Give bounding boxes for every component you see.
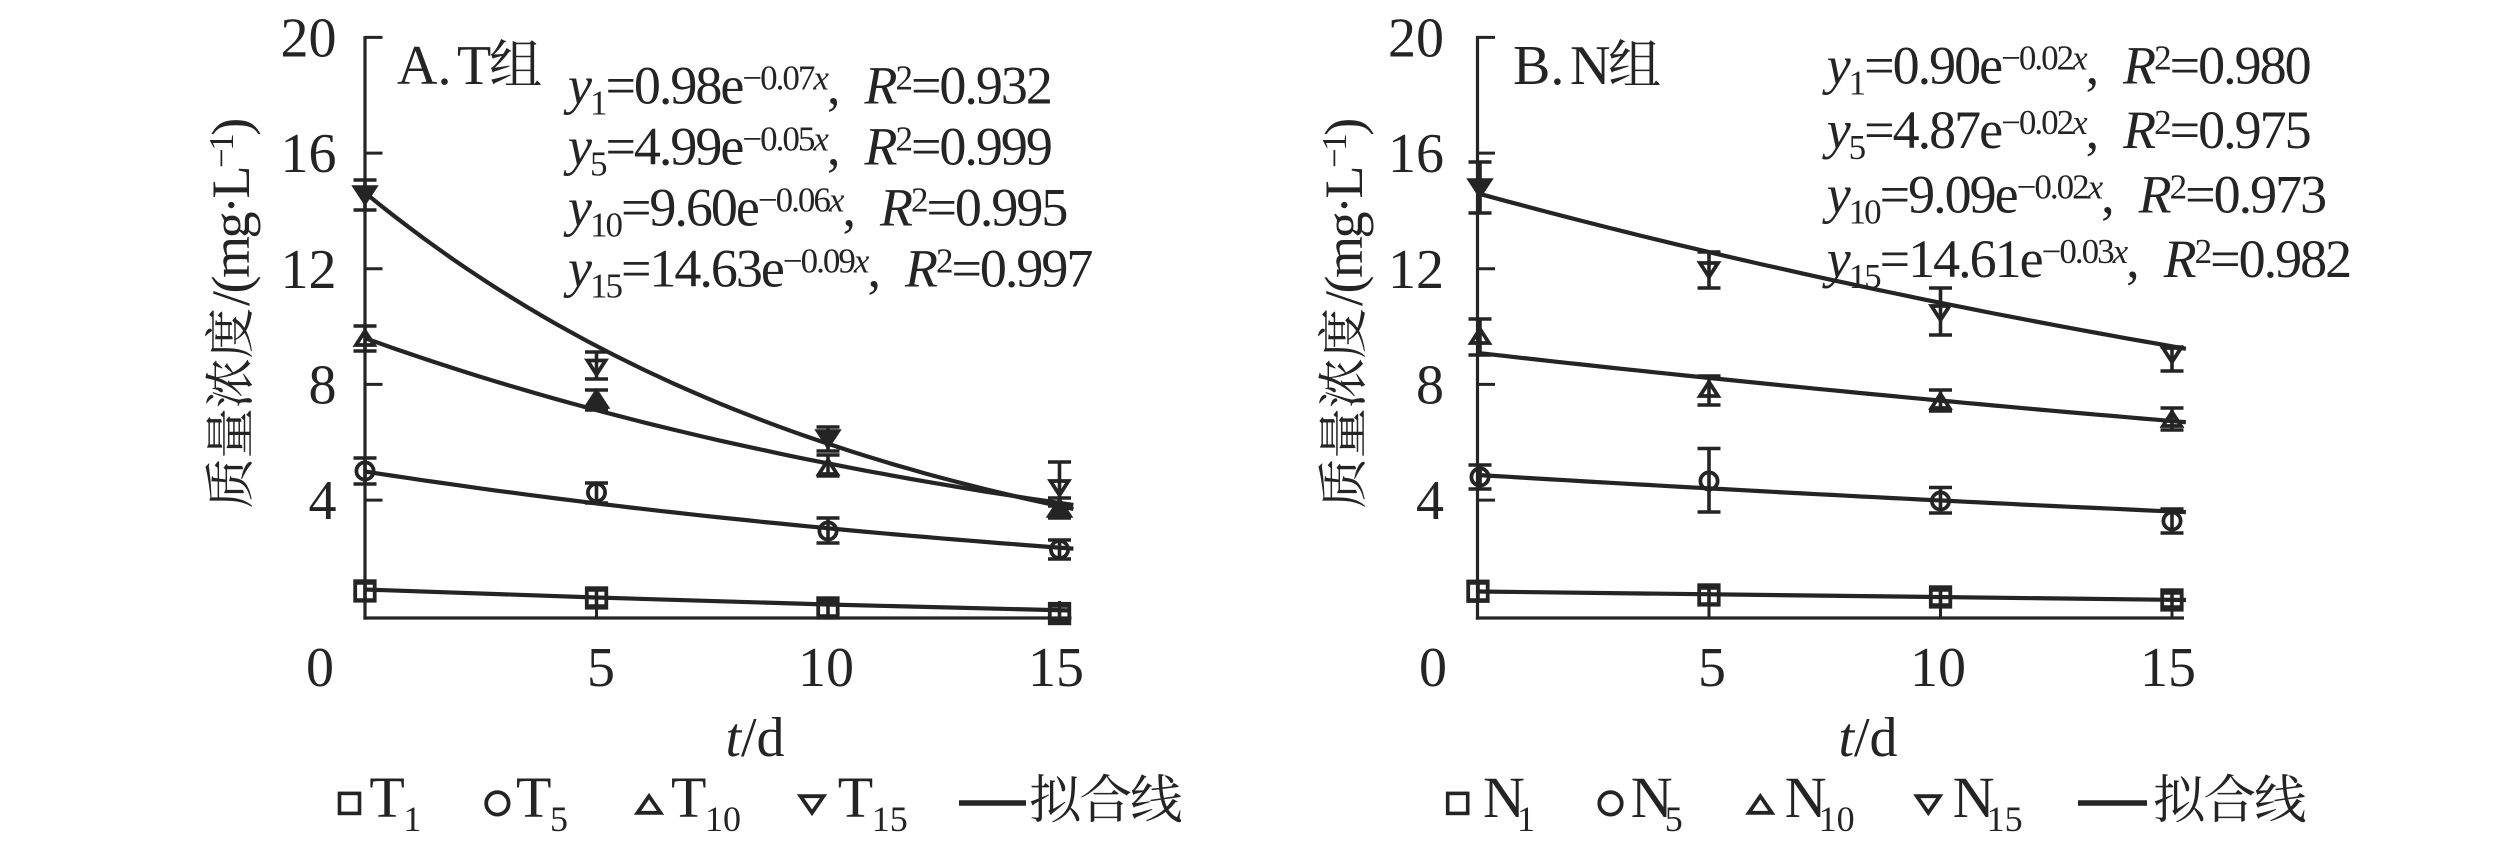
- svg-text:16: 16: [281, 123, 337, 185]
- svg-text:10: 10: [798, 637, 854, 699]
- svg-text:4: 4: [309, 470, 337, 532]
- svg-text:8: 8: [1416, 354, 1444, 416]
- svg-text:B.: B.: [1513, 35, 1564, 97]
- svg-text:y15=14.61e−0.03x,R2=0.982: y15=14.61e−0.03x, R2=0.982: [1822, 229, 2350, 296]
- svg-text:y1=0.90e−0.02x,R2=0.980: y1=0.90e−0.02x, R2=0.980: [1822, 36, 2310, 103]
- svg-text:20: 20: [1388, 7, 1444, 69]
- svg-text:1: 1: [1517, 799, 1535, 839]
- svg-text:10: 10: [1819, 799, 1855, 839]
- svg-text:y5=4.99e−0.05x,R2=0.999: y5=4.99e−0.05x, R2=0.999: [563, 117, 1051, 184]
- svg-text:0: 0: [1419, 637, 1447, 699]
- svg-text:T: T: [838, 765, 873, 830]
- svg-text:12: 12: [1388, 239, 1444, 301]
- svg-text:5: 5: [587, 637, 615, 699]
- svg-text:5: 5: [550, 799, 568, 839]
- svg-text:15: 15: [2140, 637, 2196, 699]
- svg-text:y1=0.98e−0.07x,R2=0.932: y1=0.98e−0.07x, R2=0.932: [563, 56, 1051, 123]
- svg-text:N: N: [1483, 765, 1525, 830]
- svg-text:10: 10: [705, 799, 741, 839]
- svg-text:15: 15: [1987, 799, 2023, 839]
- svg-text:/(mg·L−1): /(mg·L−1): [201, 120, 261, 306]
- svg-text:1: 1: [403, 799, 421, 839]
- svg-text:N: N: [1953, 765, 1995, 830]
- svg-text:t/d: t/d: [1838, 707, 1897, 769]
- svg-text:5: 5: [1665, 799, 1683, 839]
- svg-text:4: 4: [1416, 470, 1444, 532]
- svg-text:y10=9.60e−0.06x,R2=0.995: y10=9.60e−0.06x, R2=0.995: [563, 178, 1066, 245]
- svg-text:5: 5: [1698, 637, 1726, 699]
- svg-text:15: 15: [1028, 637, 1084, 699]
- svg-text:A.: A.: [397, 35, 451, 97]
- svg-text:20: 20: [281, 7, 337, 69]
- svg-text:0: 0: [306, 637, 334, 699]
- svg-text:/(mg·L−1): /(mg·L−1): [1314, 120, 1374, 306]
- svg-text:T: T: [516, 765, 551, 830]
- svg-text:T: T: [369, 765, 404, 830]
- svg-text:16: 16: [1388, 123, 1444, 185]
- svg-text:N: N: [1570, 35, 1610, 97]
- svg-text:T: T: [457, 35, 491, 97]
- svg-text:t/d: t/d: [725, 707, 784, 769]
- svg-text:y5=4.87e−0.02x,R2=0.975: y5=4.87e−0.02x, R2=0.975: [1822, 100, 2310, 167]
- svg-text:10: 10: [1910, 637, 1966, 699]
- svg-text:12: 12: [281, 239, 337, 301]
- svg-text:T: T: [671, 765, 706, 830]
- svg-text:y10=9.09e−0.02x,R2=0.973: y10=9.09e−0.02x, R2=0.973: [1822, 165, 2325, 232]
- svg-text:N: N: [1631, 765, 1673, 830]
- svg-text:8: 8: [309, 354, 337, 416]
- svg-text:y15=14.63e−0.09x,R2=0.997: y15=14.63e−0.09x, R2=0.997: [563, 239, 1092, 306]
- svg-text:N: N: [1785, 765, 1827, 830]
- svg-text:15: 15: [872, 799, 908, 839]
